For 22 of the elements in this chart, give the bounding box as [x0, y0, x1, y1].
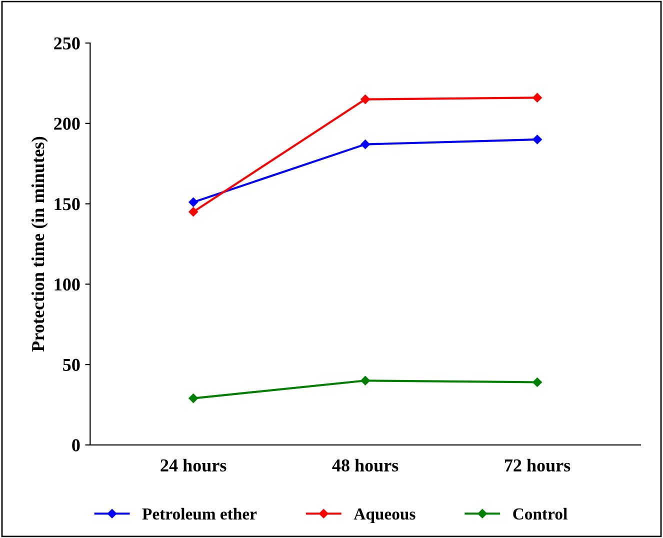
point — [188, 207, 198, 216]
point — [188, 394, 198, 403]
y-tick-label: 100 — [54, 278, 80, 291]
point — [532, 134, 542, 144]
x-tick-label: 72 hours — [504, 458, 570, 472]
legend-label: Control — [513, 508, 568, 520]
legend-label: Aqueous — [354, 508, 416, 523]
point — [360, 94, 370, 104]
y-tick-label: 200 — [54, 118, 80, 130]
legend-label: Petroleum ether — [142, 508, 257, 520]
x-tick-label: 24 hours — [160, 458, 226, 472]
y-axis-title: Protection time (in minutes) — [31, 136, 48, 352]
y-tick-label: 0 — [72, 439, 80, 452]
point — [532, 378, 542, 387]
point — [360, 376, 370, 386]
point — [360, 140, 370, 149]
point — [188, 198, 198, 207]
point — [532, 93, 542, 102]
x-tick-label: 48 hours — [332, 458, 398, 472]
y-tick-label: 50 — [63, 358, 80, 371]
y-tick-label: 250 — [54, 37, 80, 50]
y-tick-label: 150 — [54, 198, 80, 210]
